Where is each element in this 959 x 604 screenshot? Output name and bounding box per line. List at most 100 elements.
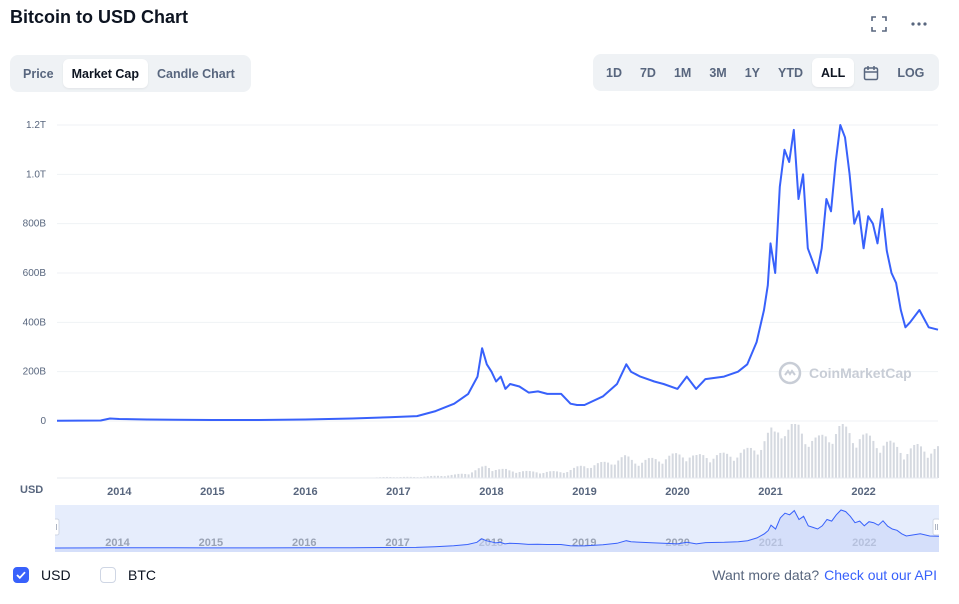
range-7d[interactable]: 7D (639, 65, 656, 80)
y-tick-label: 1.0T (26, 169, 46, 180)
y-tick-label: 0 (40, 416, 46, 427)
volume-bar (739, 452, 742, 478)
volume-bar (508, 470, 511, 478)
y-tick-label: 400B (23, 317, 47, 328)
range-3m[interactable]: 3M (709, 65, 727, 80)
volume-bar (892, 442, 895, 478)
page-title: Bitcoin to USD Chart (10, 7, 188, 27)
volume-bar (909, 448, 912, 478)
volume-bar (593, 465, 596, 478)
volume-bar (688, 457, 691, 478)
volume-bar (726, 453, 729, 478)
volume-bar (447, 475, 450, 478)
volume-bar (498, 469, 501, 478)
volume-bar (736, 457, 739, 478)
fullscreen-icon[interactable] (868, 14, 890, 34)
api-link[interactable]: Check out our API (824, 567, 937, 583)
x-tick-label: 2018 (479, 486, 503, 498)
volume-bar (617, 460, 620, 478)
volume-bar (807, 446, 810, 478)
volume-bar (634, 463, 637, 478)
volume-bar (760, 449, 763, 478)
legend-btc[interactable]: BTC (100, 567, 156, 583)
calendar-icon[interactable] (854, 58, 888, 87)
more-options-icon[interactable] (908, 14, 930, 34)
volume-bar (885, 441, 888, 478)
volume-bar (855, 447, 858, 478)
range-1y[interactable]: 1Y (744, 65, 761, 80)
api-note: Want more data? Check out our API (712, 567, 937, 583)
range-ytd[interactable]: YTD (778, 65, 804, 80)
range-all[interactable]: ALL (812, 58, 855, 87)
volume-bar (712, 458, 715, 478)
log-scale-toggle[interactable]: LOG (897, 65, 925, 80)
volume-bar (545, 471, 548, 478)
volume-bar (487, 468, 490, 478)
range-1d[interactable]: 1D (606, 65, 622, 80)
volume-bar (732, 460, 735, 478)
volume-bar (695, 455, 698, 478)
volume-bar (385, 476, 388, 478)
volume-bar (539, 473, 542, 478)
usd-checkbox[interactable] (13, 567, 29, 583)
volume-bar (834, 434, 837, 478)
volume-bar (518, 472, 521, 478)
volume-bar (770, 427, 773, 478)
volume-bar (552, 471, 555, 478)
legend-btc-label: BTC (128, 567, 156, 583)
y-tick-label: 600B (23, 268, 47, 279)
volume-bar (440, 476, 443, 478)
x-tick-label: 2021 (758, 486, 782, 498)
volume-bar (800, 433, 803, 478)
volume-bar (879, 452, 882, 478)
btc-checkbox[interactable] (100, 567, 116, 583)
volume-bar (525, 470, 528, 478)
volume-bar (491, 471, 494, 478)
volume-bar (794, 424, 797, 478)
navigator-handle-right[interactable] (932, 518, 941, 536)
volume-bar (579, 465, 582, 478)
tab-market-cap[interactable]: Market Cap (62, 59, 148, 88)
volume-bar (804, 444, 807, 478)
volume-bar (678, 454, 681, 478)
volume-bar (828, 442, 831, 478)
legend-usd[interactable]: USD (13, 567, 71, 583)
volume-bar (763, 441, 766, 478)
volume-bar (848, 433, 851, 478)
navigator-handle-left[interactable] (51, 518, 60, 536)
tab-price[interactable]: Price (23, 66, 54, 81)
volume-bar (787, 429, 790, 478)
volume-bar (630, 459, 633, 478)
api-note-text: Want more data? (712, 567, 820, 583)
tab-candle-chart[interactable]: Candle Chart (156, 66, 235, 81)
coinmarketcap-logo-icon (778, 361, 802, 385)
currency-axis-label: USD (20, 484, 44, 496)
watermark-text: CoinMarketCap (809, 365, 912, 381)
range-1m[interactable]: 1M (673, 65, 692, 80)
volume-bar (899, 452, 902, 478)
x-tick-label: 2019 (572, 486, 596, 498)
volume-bar (930, 453, 933, 478)
volume-bar (916, 443, 919, 478)
x-tick-label: 2016 (293, 486, 317, 498)
volume-bar (783, 436, 786, 478)
volume-bar (457, 473, 460, 478)
volume-bar (702, 455, 705, 478)
volume-bar (875, 448, 878, 478)
volume-bar (470, 472, 473, 478)
volume-bar (423, 476, 426, 478)
volume-bar (549, 471, 552, 478)
volume-bar (749, 447, 752, 478)
volume-bar (453, 474, 456, 478)
volume-bar (889, 440, 892, 478)
volume-bar (532, 471, 535, 478)
volume-bar (443, 476, 446, 478)
volume-bar (746, 447, 749, 478)
volume-bar (641, 462, 644, 478)
volume-bar (851, 443, 854, 478)
volume-bar (460, 473, 463, 478)
volume-bar (426, 476, 429, 478)
